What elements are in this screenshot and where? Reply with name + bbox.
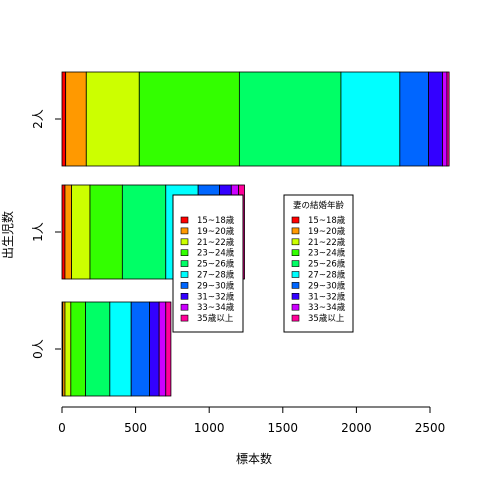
legend-title: 妻の結婚年齢 <box>293 200 345 211</box>
y-axis: 0人 1人 2人 <box>31 109 61 359</box>
bar-segment <box>85 71 140 167</box>
y-tick-label: 2人 <box>31 109 45 129</box>
bar-segment <box>442 71 448 167</box>
bar-segment <box>61 184 66 280</box>
x-tick-label: 1500 <box>268 421 299 435</box>
legend-label: 29~30歳 <box>197 280 235 291</box>
legend-label: 35歳以上 <box>197 313 234 324</box>
y-tick-label: 1人 <box>31 222 45 242</box>
y-tick-label: 0人 <box>31 339 45 359</box>
bar-segment <box>71 184 91 280</box>
bar-segment <box>158 301 167 397</box>
legend-label: 19~20歳 <box>308 226 346 237</box>
bar-segment <box>121 184 167 280</box>
bar-segment <box>428 71 443 167</box>
legends-group: 15~18歳19~20歳21~22歳23~24歳25~26歳27~28歳29~3… <box>172 194 354 333</box>
legend-label: 33~34歳 <box>197 302 235 313</box>
bar-segment <box>64 184 72 280</box>
legend-swatch <box>180 249 189 256</box>
legend-label: 35歳以上 <box>308 313 345 324</box>
bar-segment <box>70 301 86 397</box>
legend-label: 21~22歳 <box>197 237 235 248</box>
legend-label: 33~34歳 <box>308 302 346 313</box>
bar-segment <box>64 301 72 397</box>
legend-swatch <box>291 260 300 267</box>
legend-label: 15~18歳 <box>197 215 235 226</box>
legend-label: 23~24歳 <box>308 248 346 259</box>
legend-label: 15~18歳 <box>308 215 346 226</box>
legend-swatch <box>291 292 300 300</box>
bar-segment <box>340 71 401 167</box>
legend: 15~18歳19~20歳21~22歳23~24歳25~26歳27~28歳29~3… <box>172 194 244 333</box>
legend-swatch <box>291 249 300 256</box>
legend-label: 25~26歳 <box>308 259 346 270</box>
legend-label: 25~26歳 <box>197 259 235 270</box>
bar-segment <box>85 301 111 397</box>
bar-segment <box>446 71 450 167</box>
legend-label: 27~28歳 <box>197 270 235 281</box>
bar-segment <box>138 71 240 167</box>
legend-swatch <box>291 314 300 322</box>
x-tick-label: 500 <box>124 421 147 435</box>
legend-swatch <box>291 238 300 246</box>
bar-segment <box>149 301 160 397</box>
x-tick-label: 0 <box>58 421 66 435</box>
legend-label: 21~22歳 <box>308 237 346 248</box>
legend-swatch <box>180 216 189 224</box>
legend-swatch <box>291 271 300 278</box>
legend-swatch <box>291 227 300 235</box>
legend-swatch <box>180 260 189 267</box>
legend-swatch <box>180 282 189 289</box>
legend-swatch <box>180 271 189 278</box>
bar-segment <box>65 71 87 167</box>
bar-segment <box>130 301 150 397</box>
legend: 妻の結婚年齢 15~18歳19~20歳21~22歳23~24歳25~26歳27~2… <box>283 194 354 333</box>
bar-segment <box>89 184 123 280</box>
legend-label: 27~28歳 <box>308 270 346 281</box>
legend-label: 31~32歳 <box>197 291 235 302</box>
legend-label: 31~32歳 <box>308 291 346 302</box>
legend-swatch <box>180 227 189 235</box>
legend-swatch <box>180 303 189 311</box>
legend-swatch <box>180 238 189 246</box>
legend-swatch <box>291 303 300 311</box>
legend-swatch <box>291 216 300 224</box>
bar-segment <box>165 301 172 397</box>
bars-group <box>61 71 450 397</box>
x-axis-label: 標本数 <box>236 451 272 466</box>
bar-segment <box>399 71 429 167</box>
legend-label: 23~24歳 <box>197 248 235 259</box>
legend-swatch <box>291 282 300 289</box>
x-tick-label: 1000 <box>194 421 225 435</box>
bar-segment <box>109 301 132 397</box>
x-tick-label: 2500 <box>415 421 446 435</box>
bar-segment <box>238 71 342 167</box>
legend-label: 29~30歳 <box>308 280 346 291</box>
x-axis: 0 500 1000 1500 2000 2500 <box>58 406 446 435</box>
legend-swatch <box>180 314 189 322</box>
y-axis-label: 出生児数 <box>0 211 15 259</box>
bar-segment <box>61 71 67 167</box>
legend-swatch <box>180 292 189 300</box>
x-tick-label: 2000 <box>341 421 372 435</box>
legend-label: 19~20歳 <box>197 226 235 237</box>
